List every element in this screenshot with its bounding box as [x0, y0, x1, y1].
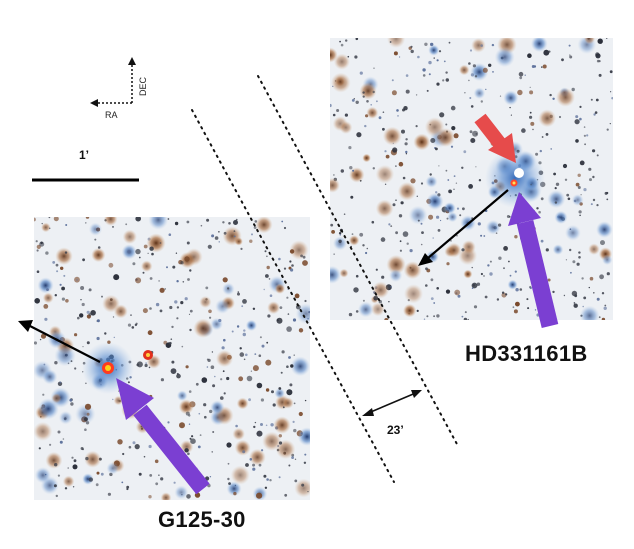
- dotted-line-left: [191, 109, 395, 483]
- target-name-g125-30: G125-30: [158, 507, 246, 532]
- target-name-hd331161b: HD331161B: [465, 341, 588, 366]
- separation-arrow: [362, 390, 422, 416]
- dotted-line-right: [257, 75, 459, 447]
- compass-arrows: [90, 57, 136, 107]
- red-pointer-arrow: [474, 113, 516, 163]
- scale-bar-label: 1’: [79, 148, 90, 162]
- motion-arrow-left: [18, 320, 101, 363]
- target-hd331161b: [485, 148, 545, 208]
- star-field-image-right: [330, 38, 613, 320]
- compass-ra-label: RA: [105, 110, 118, 120]
- motion-arrow-right: [418, 189, 509, 266]
- compass-dec-label: DEC: [138, 76, 148, 96]
- separation-label: 23’: [387, 423, 404, 437]
- purple-pointer-arrow-right: [508, 192, 559, 328]
- purple-pointer-arrow-left: [116, 378, 210, 495]
